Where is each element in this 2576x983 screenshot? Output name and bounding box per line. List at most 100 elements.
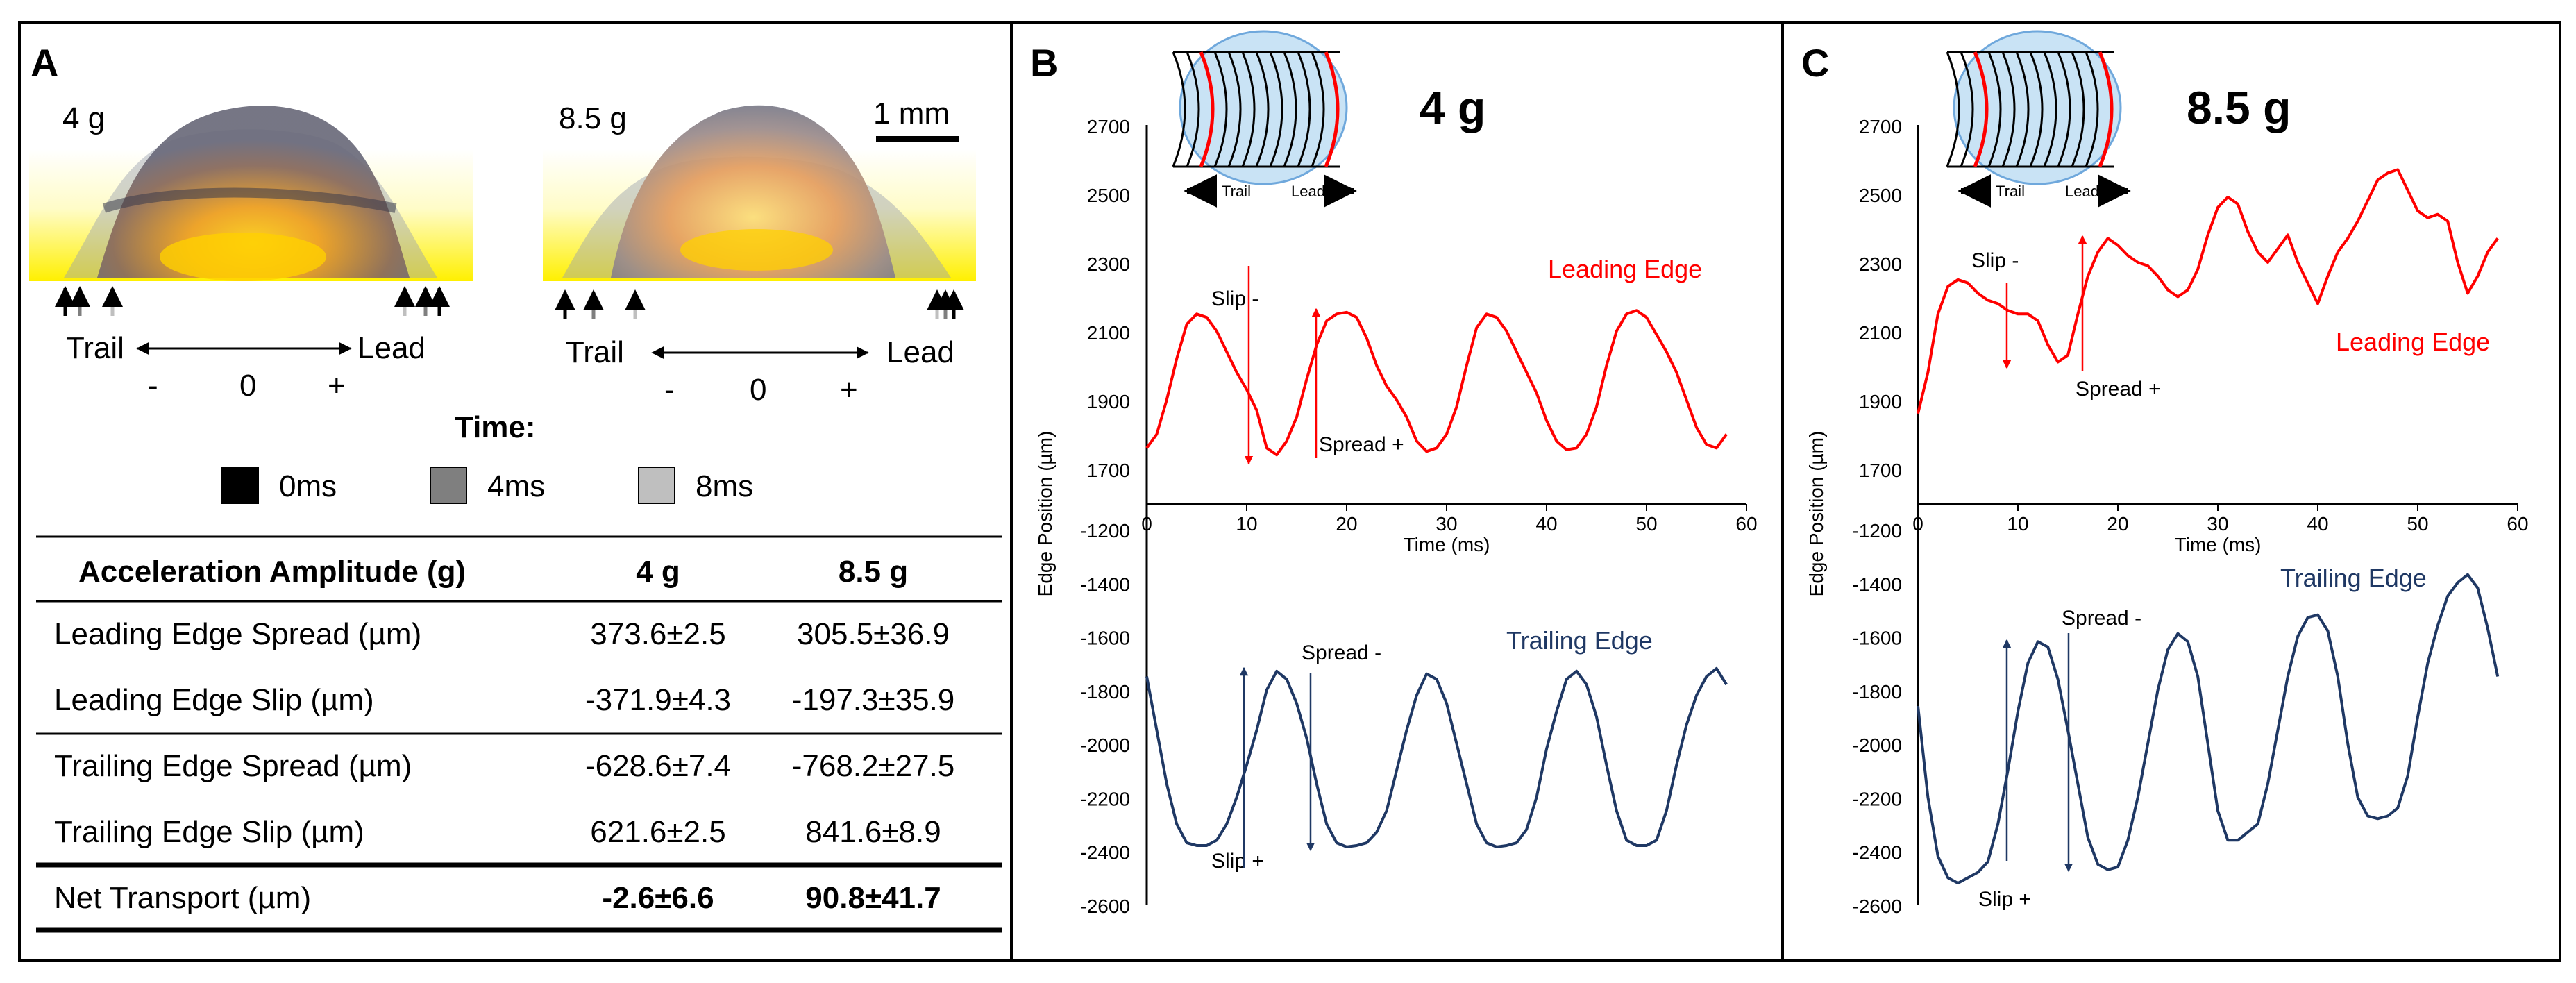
table-row-label: Leading Edge Spread (µm) (54, 617, 421, 651)
table-header-8-5g: 8.5 g (839, 555, 908, 589)
legend-swatch-4ms (430, 467, 467, 504)
y-tick-label-bottom: -1600 (1080, 628, 1130, 649)
annotation-leading-edge: Leading Edge (1548, 255, 1702, 283)
inset-edge-curve (2057, 51, 2071, 167)
series-line-trailing-edge (1145, 666, 1728, 848)
inset-edge-curve (1973, 51, 1989, 167)
time-legend-title: Time: (455, 410, 536, 444)
table-row-label: Trailing Edge Slip (µm) (54, 815, 364, 849)
inset-edge-curve (2098, 51, 2114, 167)
x-tick-label: 60 (1735, 513, 1757, 535)
x-tick-label: 50 (1635, 513, 1657, 535)
inset-lead-label: Lead (1291, 183, 1325, 200)
inset-edge-curve (2071, 51, 2085, 167)
chart-title: 4 g (1420, 82, 1485, 133)
inset-edge-curve (1241, 51, 1256, 167)
y-tick-label-top: 2700 (1087, 116, 1130, 137)
table-cell: 305.5±36.9 (797, 617, 950, 651)
inset-edge-curve (1987, 51, 2002, 167)
y-tick-label-bottom: -2400 (1080, 842, 1130, 864)
axis-right-plus: + (840, 373, 858, 407)
image-right-label: 8.5 g (559, 101, 627, 135)
chart-panel-c: C 1700 1900 2100 2300 2500 2700 -1200 -1400 -1600… (1801, 30, 2529, 917)
inset-trail-label: Trail (1222, 183, 1251, 200)
inset-edge-curve (1227, 51, 1242, 167)
y-tick-label-bottom: -2600 (1080, 896, 1130, 917)
inset-lead-label: Lead (2065, 183, 2099, 200)
table-row-label: Leading Edge Slip (µm) (54, 683, 374, 717)
scale-bar-label: 1 mm (873, 96, 950, 131)
annotation-spread-minus: Spread - (1302, 641, 1381, 664)
inset-edge-curve (1172, 51, 1186, 167)
y-tick-label-top: 2100 (1859, 322, 1902, 344)
inset-edge-curve (1269, 51, 1283, 167)
annotation-trailing-edge: Trailing Edge (1506, 626, 1653, 655)
y-tick-label-bottom: -1800 (1080, 681, 1130, 703)
table-cell: 90.8±41.7 (805, 881, 941, 915)
inset-edge-curve (1255, 51, 1270, 167)
x-tick-label: 20 (2107, 513, 2128, 535)
table-cell: -628.6±7.4 (585, 749, 731, 783)
legend-label-8ms: 8ms (696, 469, 753, 503)
annotation-slip-minus: Slip - (1971, 249, 2019, 272)
panel-a: A 4 g 8.5 g 1 mm (29, 41, 1002, 933)
series-line-trailing-edge (1917, 573, 2500, 885)
inset-edge-curve (1324, 51, 1340, 167)
y-tick-label-top: 2500 (1087, 185, 1130, 206)
y-tick-label-bottom: -1400 (1852, 573, 1902, 595)
y-tick-label-top: 1900 (1087, 391, 1130, 412)
axis-right-lead: Lead (886, 335, 954, 369)
y-tick-label-top: 2300 (1087, 253, 1130, 275)
table-cell: 373.6±2.5 (590, 617, 725, 651)
y-tick-label-bottom: -1200 (1080, 520, 1130, 541)
panel-letter: C (1801, 41, 1829, 85)
table-cell: -768.2±27.5 (792, 749, 955, 783)
inset-edge-curve (2085, 51, 2099, 167)
chart-panel-b: B 1700 1900 2100 2300 2500 2700 -1200 -1400 -1600… (1030, 30, 1758, 917)
y-tick-label-bottom: -1400 (1080, 573, 1130, 595)
inset-edge-curve (1186, 51, 1200, 167)
y-tick-label-bottom: -2200 (1080, 788, 1130, 809)
annotation-leading-edge: Leading Edge (2336, 328, 2490, 356)
inset-edge-curve (1960, 51, 1974, 167)
inset-edge-curve (1946, 51, 1960, 167)
inset-trail-label: Trail (1996, 183, 2025, 200)
y-tick-label-bottom: -2000 (1080, 734, 1130, 756)
edge-arrows-right (555, 289, 964, 319)
table-row-label: Trailing Edge Spread (µm) (54, 749, 412, 783)
y-tick-label-top: 1700 (1087, 460, 1130, 481)
inset-edge-curve (1199, 51, 1215, 167)
table-header-param: Acceleration Amplitude (g) (78, 555, 466, 589)
inset-edge-curve (1297, 51, 1311, 167)
table-cell: 841.6±8.9 (805, 815, 941, 849)
edge-arrows-left (55, 286, 450, 316)
y-tick-label-top: 2300 (1859, 253, 1902, 275)
table-cell: 621.6±2.5 (590, 815, 725, 849)
x-tick-label: 50 (2407, 513, 2428, 535)
annotation-trailing-edge: Trailing Edge (2280, 564, 2427, 592)
table-cell: -371.9±4.3 (585, 683, 731, 717)
legend-swatch-0ms (221, 467, 259, 504)
table-cell: -197.3±35.9 (792, 683, 955, 717)
table-row-label: Net Transport (µm) (54, 881, 311, 915)
image-left-label: 4 g (62, 101, 105, 135)
annotation-slip-minus: Slip - (1211, 287, 1258, 310)
inset-edge-curve (1311, 51, 1325, 167)
axis-right-trail: Trail (566, 335, 624, 369)
x-tick-label: 0 (1141, 513, 1152, 535)
droplet-image-8-5g (543, 105, 976, 281)
legend-swatch-8ms (638, 467, 675, 504)
y-tick-label-top: 2100 (1087, 322, 1130, 344)
axis-left-zero: 0 (239, 369, 256, 403)
y-axis-label: Edge Position (µm) (1805, 431, 1827, 597)
x-tick-label: 10 (2007, 513, 2028, 535)
table-cell: -2.6±6.6 (602, 881, 714, 915)
x-tick-label: 40 (2307, 513, 2328, 535)
y-tick-label-bottom: -1800 (1852, 681, 1902, 703)
y-tick-label-top: 1700 (1859, 460, 1902, 481)
inset-droplet (1953, 30, 2122, 185)
legend-label-4ms: 4ms (487, 469, 545, 503)
x-tick-label: 20 (1336, 513, 1357, 535)
series-line-leading-edge (1917, 168, 2499, 414)
